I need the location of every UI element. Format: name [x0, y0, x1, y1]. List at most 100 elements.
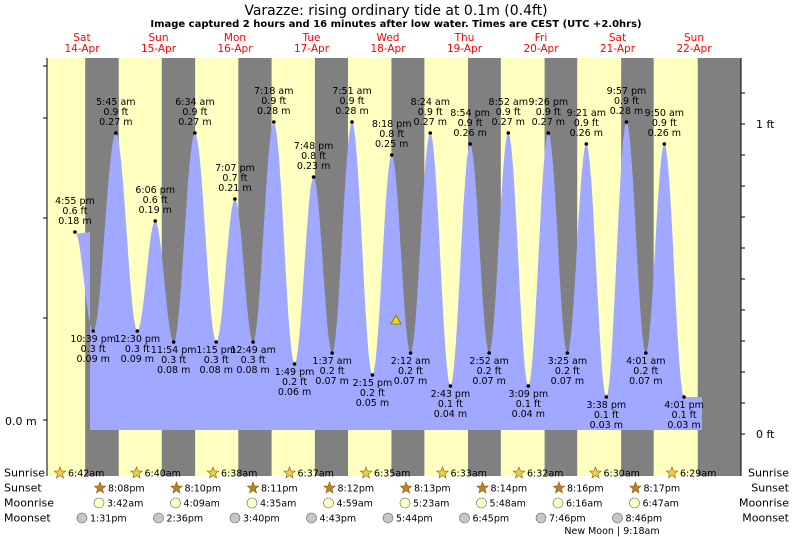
high-tide-label: 6:34 am — [175, 97, 214, 108]
moonrise-time: 6:47am — [643, 499, 679, 510]
low-tide-label: 0.1 ft — [438, 399, 463, 410]
tide-point — [506, 131, 511, 135]
tide-point — [487, 351, 491, 355]
low-tide-label: 0.07 m — [394, 376, 427, 387]
low-tide-label: 12:30 pm — [115, 334, 161, 345]
moonset-icon — [306, 512, 317, 524]
low-tide-label: 0.3 ft — [204, 355, 229, 366]
sunset-time: 8:10pm — [185, 484, 222, 495]
high-tide-label: 0.9 ft — [614, 96, 639, 107]
low-tide-label: 0.1 ft — [672, 410, 697, 421]
high-tide-label: 0.26 m — [453, 128, 486, 139]
day-label-date: 14-Apr — [64, 43, 100, 55]
sunrise-icon — [512, 466, 526, 479]
tide-point — [114, 131, 118, 135]
high-tide-label: 0.9 ft — [496, 107, 521, 118]
high-tide-label: 7:07 pm — [215, 163, 255, 174]
moonset-icon — [535, 512, 547, 524]
sunrise-time: 6:32am — [527, 469, 563, 480]
low-tide-label: 0.07 m — [315, 376, 348, 387]
y-axis-left-label: 0.0 m — [5, 415, 37, 428]
moonrise-icon — [323, 497, 334, 509]
moonset-icon — [153, 512, 164, 524]
sunrise-time: 6:37am — [298, 469, 334, 480]
tide-point — [682, 395, 686, 399]
sunset-icon — [552, 481, 566, 494]
sunset-icon — [246, 481, 260, 494]
low-tide-label: 0.04 m — [512, 409, 545, 420]
sunrise-time: 6:42am — [68, 469, 104, 480]
moonset-time: 1:31pm — [90, 514, 127, 525]
moonset-time: 8:46pm — [626, 514, 663, 525]
sunrise-time: 6:40am — [145, 469, 181, 480]
sunrise-time: 6:35am — [374, 469, 410, 480]
tide-point — [330, 351, 334, 355]
high-tide-label: 4:55 pm — [55, 196, 95, 207]
sunset-icon — [476, 481, 489, 494]
low-tide-label: 0.1 ft — [516, 399, 541, 410]
chart-subtitle: Image captured 2 hours and 16 minutes af… — [150, 19, 641, 30]
low-tide-label: 0.04 m — [434, 409, 467, 420]
low-tide-label: 4:01 am — [626, 356, 665, 367]
tide-point — [468, 142, 472, 146]
moonrise-time: 3:42am — [107, 499, 143, 510]
low-tide-label: 0.3 ft — [125, 344, 150, 355]
high-tide-label: 0.9 ft — [574, 118, 599, 129]
moonset-time: 2:36pm — [167, 514, 204, 525]
sunrise-time: 6:29am — [680, 469, 716, 480]
moonrise-time: 4:09am — [184, 499, 220, 510]
low-tide-label: 0.2 ft — [477, 366, 502, 377]
day-label-date: 22-Apr — [676, 43, 712, 55]
high-tide-label: 5:45 am — [96, 97, 135, 108]
current-level-marker — [390, 314, 402, 325]
sunrise-icon — [436, 466, 449, 479]
moonset-time: 7:46pm — [549, 514, 586, 525]
moonset-icon — [229, 512, 241, 524]
low-tide-label: 0.3 ft — [241, 355, 266, 366]
moonset-icon — [459, 512, 470, 524]
moonrise-icon — [399, 497, 411, 509]
low-tide-label: 0.3 ft — [161, 355, 186, 366]
day-label-weekday: Sun — [149, 32, 169, 44]
low-tide-label: 2:12 am — [391, 356, 430, 367]
day-label-date: 15-Apr — [141, 43, 177, 55]
day-label-weekday: Sat — [73, 32, 90, 44]
high-tide-label: 0.6 ft — [143, 195, 168, 206]
sunset-time: 8:14pm — [491, 484, 528, 495]
tide-point — [408, 351, 413, 355]
moonset-icon — [612, 512, 623, 524]
low-tide-label: 0.1 ft — [594, 410, 619, 421]
low-tide-label: 0.07 m — [472, 376, 505, 387]
low-tide-label: 0.2 ft — [282, 377, 307, 388]
moonrise-time: 5:48am — [490, 499, 526, 510]
astro-row-label-left: Moonrise — [4, 497, 54, 510]
moonset-time: 6:45pm — [473, 514, 510, 525]
low-tide-label: 0.06 m — [278, 387, 311, 398]
low-tide-label: 1:49 pm — [275, 367, 315, 378]
moonrise-time: 5:23am — [413, 499, 449, 510]
high-tide-label: 0.21 m — [218, 183, 251, 194]
sunset-icon — [93, 481, 107, 494]
high-tide-label: 0.6 ft — [62, 206, 87, 217]
tide-point — [153, 219, 157, 223]
low-tide-label: 1:37 am — [312, 356, 351, 367]
tide-point — [91, 329, 95, 333]
astro-row-label-right: Sunrise — [748, 467, 789, 480]
low-tide-label: 0.2 ft — [633, 366, 658, 377]
high-tide-label: 9:57 pm — [607, 86, 647, 97]
day-label-date: 19-Apr — [447, 43, 483, 55]
low-tide-label: 0.2 ft — [555, 366, 580, 377]
high-tide-label: 0.9 ft — [340, 96, 365, 107]
day-label-weekday: Thu — [454, 32, 475, 44]
moonrise-icon — [629, 497, 640, 509]
tide-point — [584, 142, 589, 146]
low-tide-label: 11:54 pm — [151, 345, 197, 356]
low-tide-label: 2:52 am — [469, 356, 508, 367]
day-labels: Sat14-AprSun15-AprMon16-AprTue17-AprWed1… — [64, 32, 712, 55]
low-tide-label: 0.2 ft — [360, 388, 385, 399]
high-tide-label: 8:18 pm — [372, 119, 412, 130]
day-label-date: 21-Apr — [600, 43, 636, 55]
low-tide-label: 0.07 m — [551, 376, 584, 387]
low-tide-label: 3:09 pm — [508, 389, 548, 400]
tide-point — [73, 230, 77, 234]
